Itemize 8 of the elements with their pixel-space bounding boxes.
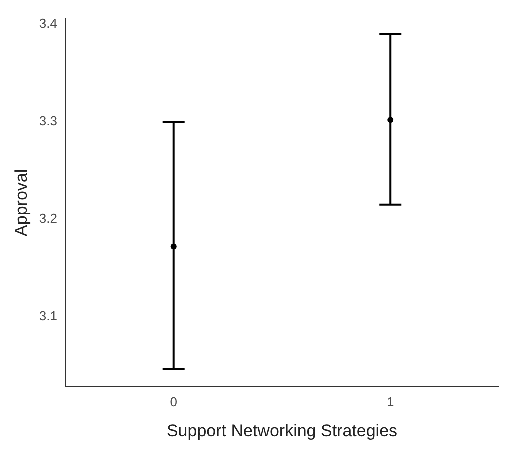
x-tick-label: 0: [170, 394, 178, 410]
y-tick-label: 3.3: [39, 114, 58, 129]
x-axis-title: Support Networking Strategies: [166, 421, 398, 440]
y-tick-label: 3.1: [39, 308, 58, 324]
y-axis-title: Approval: [12, 169, 31, 236]
y-tick-label: 3.4: [39, 16, 58, 32]
x-tick-label: 1: [387, 394, 394, 410]
y-tick-label: 3.2: [39, 211, 58, 226]
